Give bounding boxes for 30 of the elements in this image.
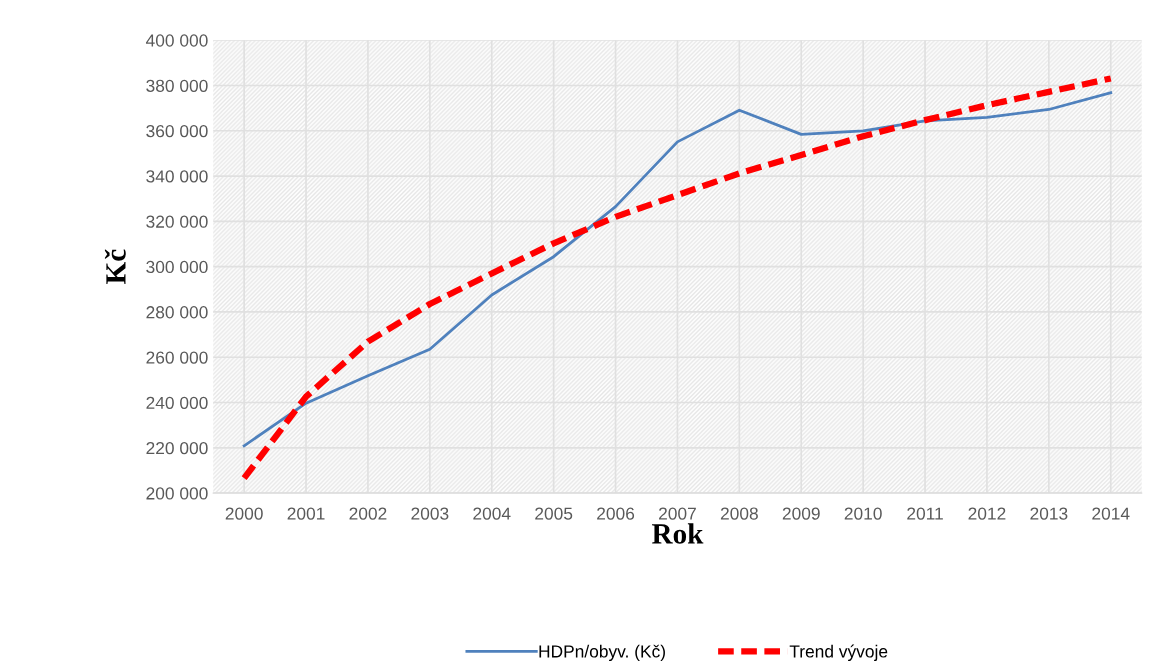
x-tick-label: 2003 (411, 507, 449, 520)
x-tick-label: 2009 (782, 507, 820, 520)
y-axis-title: Kč (104, 249, 126, 284)
y-tick-label: 300 000 (146, 260, 208, 274)
x-tick-label: 2002 (349, 507, 387, 520)
x-tick-label: 2008 (720, 507, 758, 520)
x-tick-label: 2013 (1030, 507, 1068, 520)
y-tick-label: 260 000 (146, 351, 208, 364)
y-tick-label: 360 000 (146, 124, 208, 138)
x-tick-label: 2014 (1092, 507, 1130, 520)
y-tick-label: 400 000 (145, 34, 208, 47)
x-tick-label: 2010 (844, 507, 882, 520)
x-tick-label: 2005 (535, 507, 573, 520)
y-tick-label: 340 000 (146, 170, 208, 183)
x-axis-title: Rok (652, 523, 704, 544)
x-tick-label: 2004 (473, 507, 511, 520)
y-tick-label: 200 000 (146, 487, 208, 500)
y-tick-label: 320 000 (146, 215, 208, 228)
y-tick-label: 380 000 (146, 79, 208, 92)
legend-label: Trend vývoje (789, 644, 888, 662)
y-tick-label: 280 000 (146, 306, 208, 319)
y-tick-label: 240 000 (146, 396, 208, 409)
x-tick-label: 2007 (659, 507, 696, 520)
x-tick-label: 2001 (287, 507, 325, 520)
y-tick-label: 220 000 (146, 442, 208, 455)
x-tick-label: 2000 (225, 507, 263, 520)
legend-label: HDPn/obyv. (Kč) (539, 644, 665, 662)
x-tick-label: 2011 (907, 507, 943, 520)
x-tick-label: 2012 (968, 507, 1006, 520)
x-tick-label: 2006 (597, 507, 635, 520)
